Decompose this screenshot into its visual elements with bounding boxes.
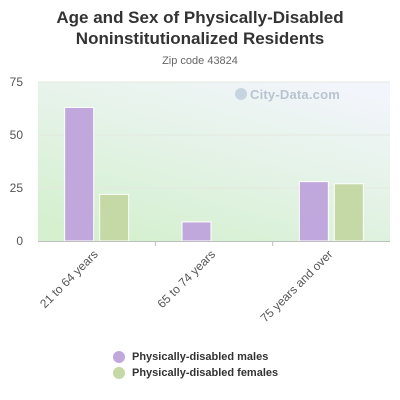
chart-title: Age and Sex of Physically-Disabled Nonin… (0, 7, 400, 49)
y-tick-label: 25 (10, 181, 24, 195)
legend-item-females: Physically-disabled females (113, 365, 278, 381)
x-tick-label: 65 to 74 years (154, 247, 218, 311)
y-tick-label: 0 (16, 234, 23, 248)
x-tick-label: 75 years and over (258, 247, 336, 325)
bar-males (64, 106, 95, 242)
chart-title-line-2: Noninstitutionalized Residents (75, 29, 325, 48)
bar-females (333, 183, 364, 242)
bar-females (99, 193, 130, 242)
y-tick-label: 75 (10, 75, 24, 89)
y-tick-label: 50 (10, 128, 24, 142)
legend-swatch-females (113, 367, 125, 379)
plot-area (38, 82, 390, 241)
legend-swatch-males (113, 351, 125, 363)
legend-label-females: Physically-disabled females (132, 367, 279, 379)
legend-label-males: Physically-disabled males (132, 351, 269, 363)
chart-subtitle: Zip code 43824 (162, 55, 238, 67)
x-tick-label: 21 to 64 years (37, 247, 101, 311)
watermark-text: City-Data.com (250, 87, 341, 102)
bar-males (298, 181, 329, 242)
bar-males (181, 221, 212, 242)
legend-item-males: Physically-disabled males (113, 349, 278, 365)
watermark: City-Data.com (235, 87, 340, 102)
chart-title-line-1: Age and Sex of Physically-Disabled (56, 8, 344, 27)
watermark-icon (235, 88, 247, 100)
legend: Physically-disabled males Physically-dis… (113, 349, 278, 381)
